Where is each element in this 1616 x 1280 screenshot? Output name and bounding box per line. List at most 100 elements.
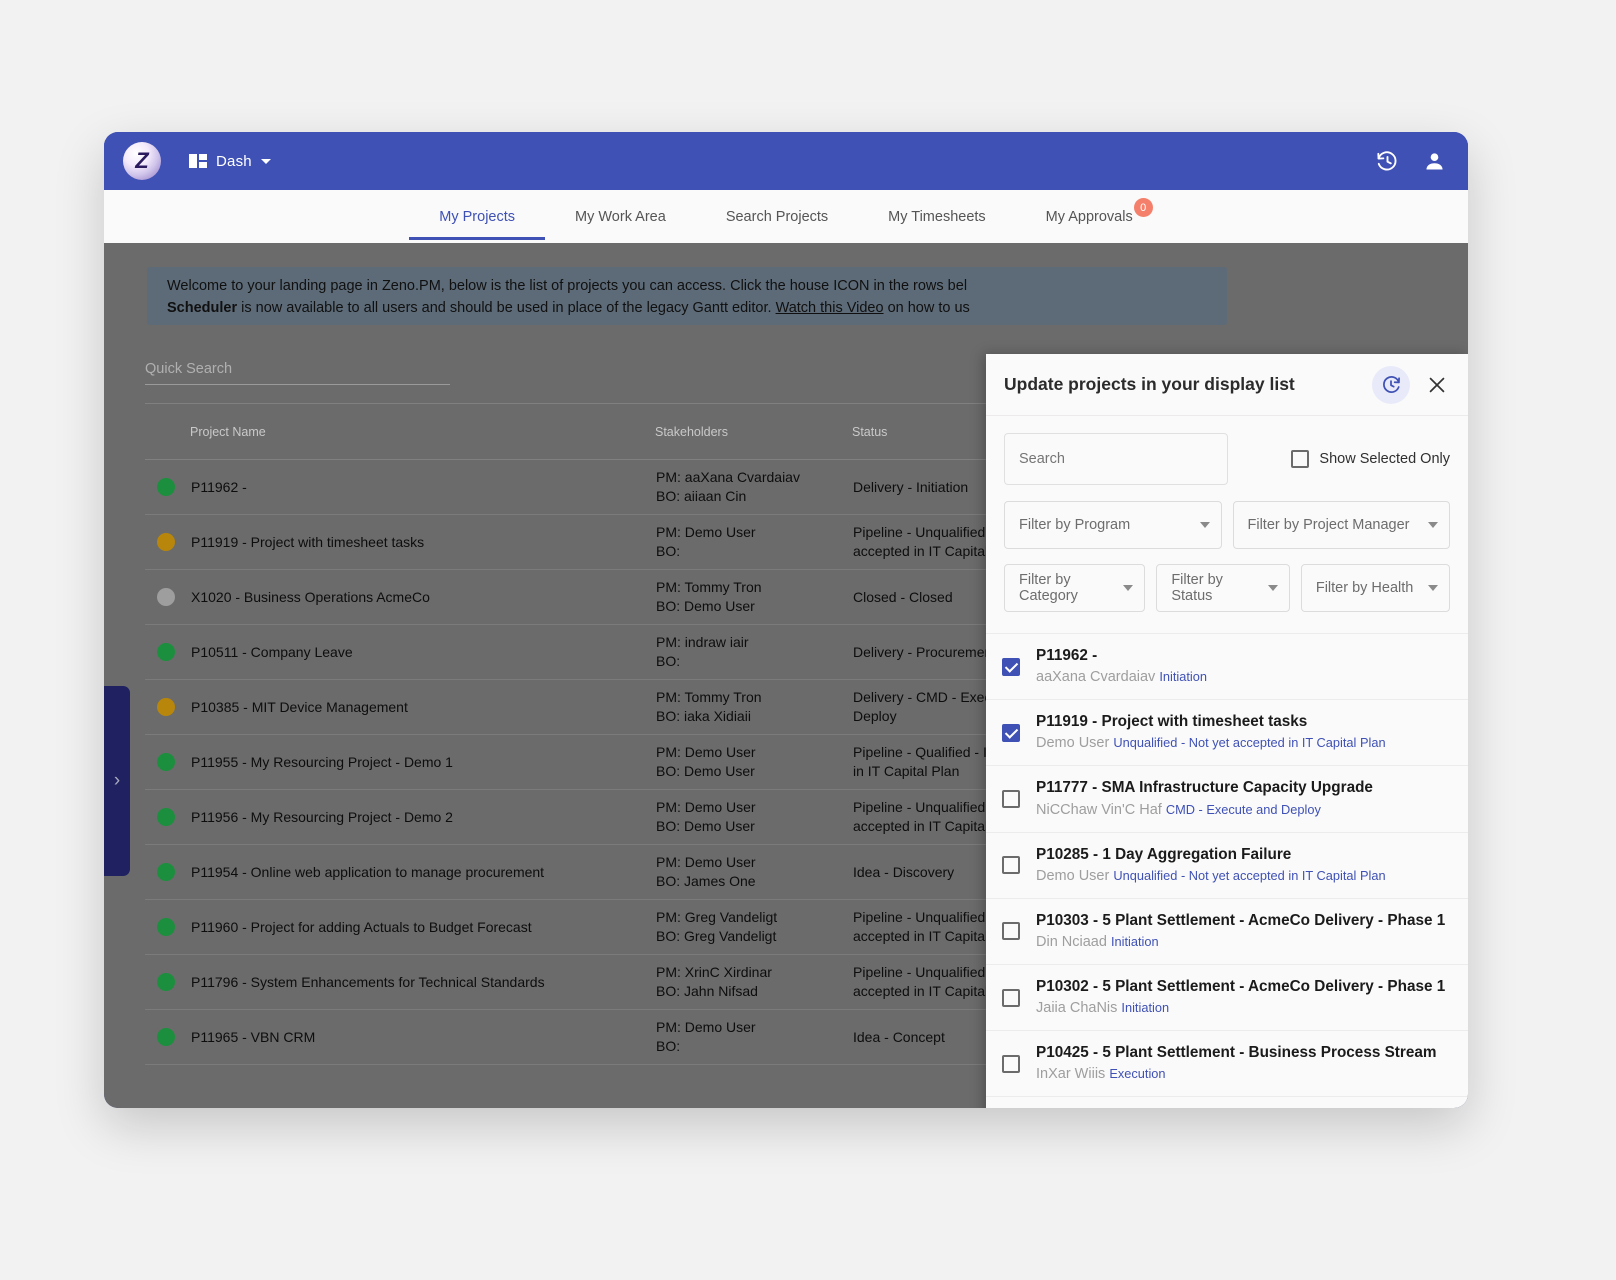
project-checkbox[interactable] [1002,856,1020,875]
show-selected-only-checkbox[interactable] [1291,450,1310,468]
filter-row-1: Filter by Program Filter by Project Manag… [1004,501,1450,549]
brand-logo[interactable]: Z [123,142,161,180]
table-row[interactable]: P10511 - Company Leave PM: indraw iair BO:… [145,625,1225,680]
cell-status: Closed - Closed [853,588,1083,607]
show-selected-only-toggle[interactable]: Show Selected Only [1291,450,1450,468]
cell-status: Delivery - CMD - Execute Deploy [853,688,1083,726]
banner-line-1: Welcome to your landing page in Zeno.PM,… [167,278,968,294]
cell-stakeholders: PM: Demo User BO: [656,1018,853,1056]
dialog-search-row: Show Selected Only [1004,433,1450,485]
cell-stakeholders: PM: Demo User BO: Demo User [656,798,853,836]
grid-icon [189,154,207,168]
history-icon[interactable] [1375,149,1400,174]
cell-status-line2: accepted in IT Capital P [853,983,1002,999]
cell-pm: PM: Tommy Tron [656,579,762,596]
dash-menu-button[interactable]: Dash [189,153,271,170]
select-filter-by-category[interactable]: Filter by Category [1004,564,1146,612]
cell-status-line2: in IT Capital Plan [853,763,960,779]
cell-pm: PM: Demo User [656,744,756,761]
table-row[interactable]: P10385 - MIT Device Management PM: Tommy … [145,680,1225,735]
cell-bo: BO: Jahn Nifsad [656,983,758,999]
watch-this-video-link[interactable]: Watch this Video [775,300,884,317]
cell-status-line1: Pipeline - Unqualified - N [853,524,1008,541]
list-item[interactable]: P11777 - SMA Infrastructure Capacity Upg… [986,766,1468,833]
select-filter-by-health[interactable]: Filter by Health [1300,564,1450,612]
dash-menu-label: Dash [216,152,252,170]
project-checkbox[interactable] [1002,789,1020,808]
tab-search-projects[interactable]: Search Projects [696,193,858,240]
tab-my-approvals[interactable]: My Approvals 0 [1016,193,1163,240]
show-selected-only-label: Show Selected Only [1319,451,1450,467]
cell-pm: PM: Demo User [656,854,756,871]
tab-label: My Approvals [1045,209,1133,225]
cell-stakeholders: PM: indraw iair BO: [656,633,853,671]
table-row[interactable]: P11954 - Online web application to manag… [145,845,1225,900]
status-dot-icon [157,533,175,551]
table-row[interactable]: P11962 - PM: aaXana Cvardaiav BO: aiiaan C… [145,460,1225,515]
header-status: Status [852,424,888,439]
list-item[interactable]: P11962 - aaXana Cvardaiav Initiation [986,634,1468,701]
select-filter-by-status[interactable]: Filter by Status [1156,564,1290,612]
tab-my-timesheets[interactable]: My Timesheets [858,193,1016,240]
status-dot-icon [157,973,175,991]
list-item-title: P11919 - Project with timesheet tasks [1036,713,1308,731]
quick-search-wrapper [145,358,450,385]
list-item[interactable]: P10285 - 1 Day Aggregation Failure Demo U… [986,833,1468,899]
update-projects-dialog: Update projects in your display list [986,354,1468,1108]
cell-status: Pipeline - Qualified - Incl in IT Capital… [853,743,1083,781]
cell-project-name: P11962 - [191,479,247,495]
table-header-row: Project Name Stakeholders Status [145,404,1225,460]
table-row[interactable]: P11965 - VBN CRM PM: Demo User BO: Idea - C… [145,1010,1225,1065]
table-row[interactable]: P11796 - System Enhancements for Technic… [145,955,1225,1010]
project-checkbox[interactable] [1002,657,1020,676]
quick-search-input[interactable] [145,358,450,385]
sidebar-expand-handle[interactable]: › [104,686,130,876]
close-icon[interactable] [1426,374,1448,396]
table-row[interactable]: P11960 - Project for adding Actuals to B… [145,900,1225,955]
project-checkbox[interactable] [1002,723,1020,742]
banner-line-2: Scheduler is now available to all users … [167,300,970,317]
table-row[interactable]: X1020 - Business Operations AcmeCo PM: To… [145,570,1225,625]
list-item[interactable]: P10425 - 5 Plant Settlement - Business P… [986,1031,1468,1098]
tab-my-work-area[interactable]: My Work Area [545,193,696,240]
restore-icon[interactable] [1372,365,1410,404]
select-filter-by-project-manager[interactable]: Filter by Project Manager [1232,501,1450,549]
cell-stakeholders: PM: Greg Vandeligt BO: Greg Vandeligt [656,908,853,946]
chevron-down-icon [1428,522,1438,528]
cell-status: Delivery - Initiation [853,478,1083,497]
project-checkbox[interactable] [1002,988,1020,1007]
cell-bo: BO: [656,543,681,559]
select-label: Filter by Project Manager [1247,517,1410,533]
main-content: Welcome to your landing page in Zeno.PM,… [104,243,1468,1108]
table-row[interactable]: P11956 - My Resourcing Project - Demo 2 P… [145,790,1225,845]
list-item[interactable]: P10302 - 5 Plant Settlement - AcmeCo Del… [986,965,1468,1032]
project-checkbox[interactable] [1002,922,1020,941]
top-app-bar: Z Dash [104,132,1468,190]
list-item-subtitle: NiCChaw Vin'C Haf CMD - Execute and Depl… [1036,800,1373,821]
list-item-status: Execution [1109,1066,1166,1082]
tab-my-projects[interactable]: My Projects [409,193,545,240]
cell-status-line1: Idea - Discovery [853,863,955,880]
cell-bo: BO: iaka Xidiaii [656,708,751,724]
account-icon[interactable] [1423,150,1446,173]
search-input[interactable] [1004,433,1228,485]
tab-label: Search Projects [725,209,829,225]
list-item-title: P10425 - 5 Plant Settlement - Business P… [1036,1044,1437,1062]
table-body: P11962 - PM: aaXana Cvardaiav BO: aiiaan C… [145,460,1225,1108]
cell-stakeholders: PM: Demo User BO: James One [656,853,853,891]
cell-stakeholders: PM: XrinC Xirdinar BO: Jahn Nifsad [656,963,853,1001]
table-row[interactable]: P11919 - Project with timesheet tasks PM:… [145,515,1225,570]
table-row[interactable]: P11955 - My Resourcing Project - Demo 1 P… [145,735,1225,790]
cell-stakeholders: PM: aaXana Cvardaiav BO: aiiaan Cin [656,468,853,506]
brand-logo-letter: Z [135,148,149,173]
select-filter-by-program[interactable]: Filter by Program [1004,501,1222,549]
project-checkbox[interactable] [1002,1054,1020,1073]
select-label: Filter by Health [1315,580,1414,596]
select-label: Filter by Status [1171,572,1223,604]
list-item[interactable]: P10303 - 5 Plant Settlement - AcmeCo Del… [986,899,1468,965]
cell-status-line1: Pipeline - Qualified - Incl [853,744,1005,761]
list-item[interactable]: P11919 - Project with timesheet tasks Dem… [986,700,1468,767]
cell-status: Delivery - Procurement p [853,643,1083,662]
project-select-list[interactable]: P11962 - aaXana Cvardaiav Initiation P1191… [986,633,1468,1108]
list-item[interactable]: P10312 - 5 Plant Settlement - Design - A… [986,1097,1468,1108]
